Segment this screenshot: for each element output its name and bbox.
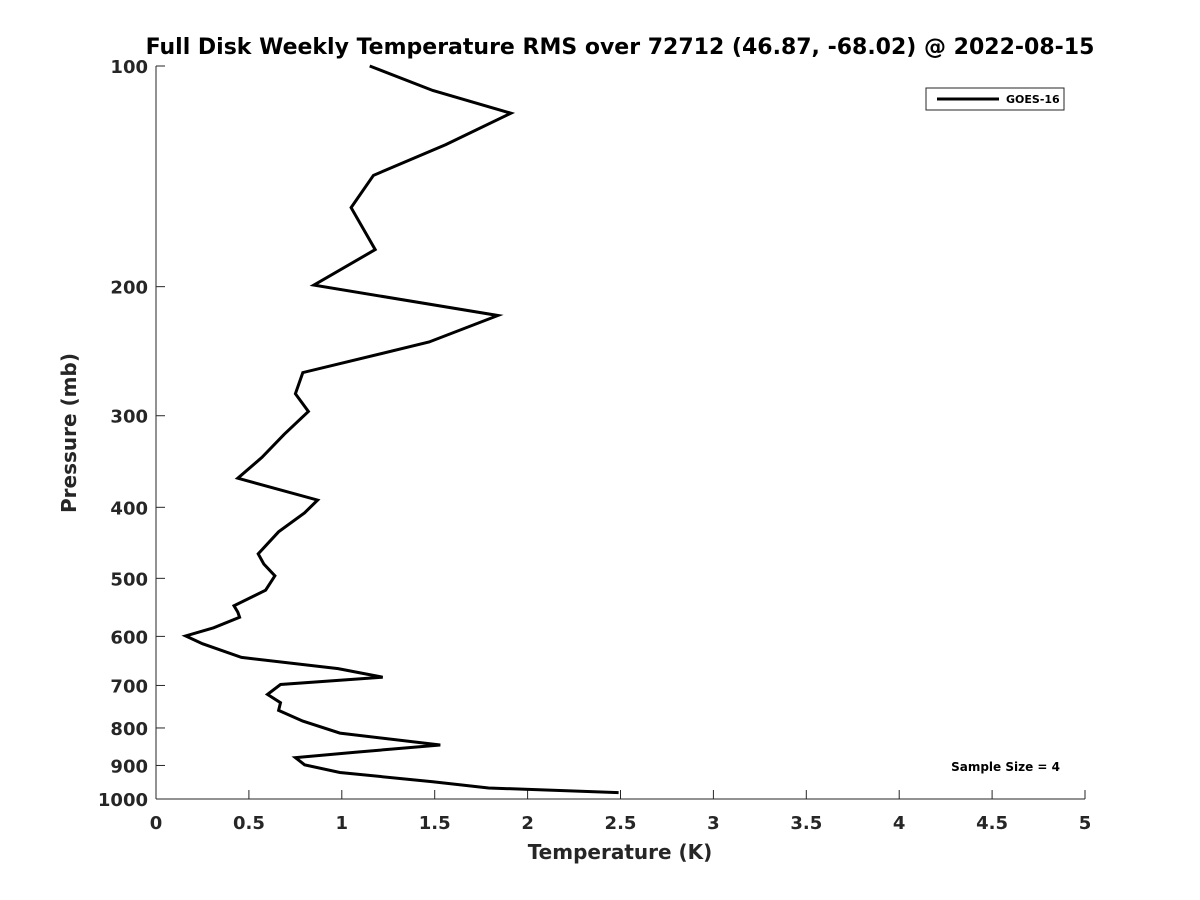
x-tick-label: 4.5	[976, 813, 1008, 834]
sample-size-annotation: Sample Size = 4	[951, 760, 1060, 774]
y-tick-label: 700	[110, 676, 148, 697]
plot-frame	[155, 66, 1085, 800]
x-tick-label: 1	[336, 813, 349, 834]
y-axis-label: Pressure (mb)	[57, 353, 81, 513]
series-line-goes-16	[181, 64, 619, 795]
y-tick-label: 800	[110, 719, 148, 740]
x-tick-label: 2.5	[605, 813, 637, 834]
x-tick-label: 1.5	[419, 813, 451, 834]
y-tick-label: 600	[110, 627, 148, 648]
y-tick-label: 1000	[98, 790, 148, 811]
x-tick-label: 0.5	[233, 813, 265, 834]
y-axis-ticks: 100 200 300 400 500 600 700 800 900 1000	[98, 57, 165, 811]
y-tick-label: 300	[110, 407, 148, 428]
x-tick-label: 4	[893, 813, 906, 834]
y-tick-label: 900	[110, 756, 148, 777]
x-axis-ticks: 0 0.5 1 1.5 2 2.5 3 3.5 4 4.5 5	[150, 790, 1092, 834]
y-tick-label: 400	[110, 498, 148, 519]
y-tick-label: 100	[110, 57, 148, 78]
x-tick-label: 3.5	[790, 813, 822, 834]
x-tick-label: 5	[1079, 813, 1092, 834]
y-tick-label: 500	[110, 569, 148, 590]
x-axis-label: Temperature (K)	[528, 840, 713, 864]
x-tick-label: 0	[150, 813, 163, 834]
series-group	[181, 64, 619, 795]
x-tick-label: 2	[521, 813, 534, 834]
legend: GOES-16	[925, 87, 1065, 111]
legend-entry: GOES-16	[1006, 93, 1060, 106]
y-tick-label: 200	[110, 278, 148, 299]
chart-title: Full Disk Weekly Temperature RMS over 72…	[146, 35, 1095, 60]
x-tick-label: 3	[707, 813, 720, 834]
